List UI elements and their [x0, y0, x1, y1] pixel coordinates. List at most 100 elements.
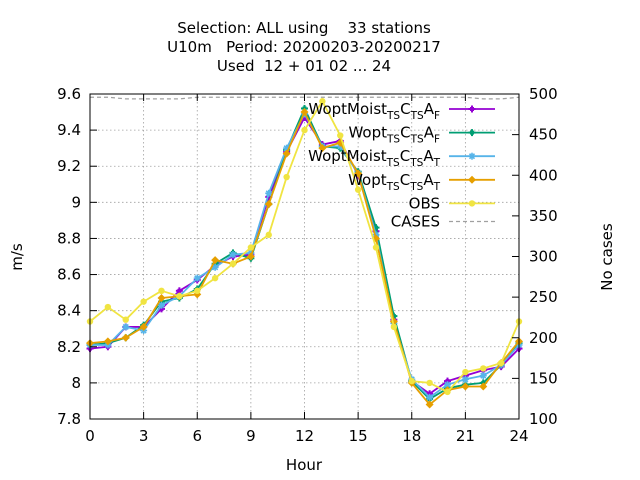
x-tick-label: 9: [246, 427, 256, 445]
legend-label: WoptMoistTSCTSAT: [308, 147, 440, 169]
data-point: [461, 375, 469, 383]
series-3: [86, 110, 523, 401]
data-point: [301, 126, 308, 134]
legend: WoptMoistTSCTSAFWoptTSCTSAFWoptMoistTSCT…: [308, 100, 495, 231]
data-point: [318, 144, 327, 153]
data-point: [390, 323, 398, 331]
legend-marker: [468, 200, 476, 207]
data-point: [283, 173, 290, 181]
y2-axis-label: No cases: [598, 223, 616, 291]
data-point: [229, 251, 237, 259]
grid: [90, 94, 519, 419]
y-tick-label: 9: [71, 193, 81, 211]
data-point: [139, 322, 148, 331]
data-point: [229, 260, 237, 267]
legend-label: CASES: [391, 213, 440, 231]
y2-tick-label: 450: [529, 126, 558, 144]
legend-marker: [468, 105, 476, 113]
series-5: [86, 98, 523, 396]
chart-title-line3: Used 12 + 01 02 ... 24: [217, 57, 391, 75]
data-point: [103, 337, 112, 346]
data-point: [211, 263, 219, 271]
data-point: [104, 303, 112, 311]
cases-layer: [90, 96, 520, 100]
cases-line: [90, 96, 520, 100]
y-tick-label: 7.8: [57, 410, 81, 428]
data-point: [425, 400, 434, 409]
x-tick-label: 12: [295, 427, 314, 445]
data-point: [479, 372, 487, 380]
data-point: [479, 382, 488, 391]
data-point: [462, 368, 469, 376]
y2-tick-label: 250: [529, 288, 558, 306]
legend-marker: [468, 129, 476, 137]
data-point: [354, 169, 363, 178]
y-tick-label: 8.8: [57, 229, 81, 247]
y-tick-label: 8: [71, 374, 81, 392]
x-tick-label: 24: [509, 427, 528, 445]
y-tick-label: 8.2: [57, 338, 81, 356]
data-point: [461, 382, 470, 391]
y2-tick-label: 100: [529, 410, 558, 428]
ticks: 0 3 6 9 12 15 18 21 24 7.8 8 8.2 8.4 8.6 8.8 9 9.2 9.4 9.6…: [57, 85, 558, 445]
series-2: [86, 104, 523, 403]
data-point: [282, 149, 291, 158]
data-point: [480, 365, 487, 372]
x-tick-label: 15: [349, 427, 368, 445]
y2-tick-label: 150: [529, 369, 558, 387]
y2-tick-label: 350: [529, 207, 558, 225]
data-point: [140, 298, 147, 305]
data-point: [408, 377, 415, 385]
legend-label: WoptMoistTSCTSAF: [309, 100, 441, 122]
data-point: [426, 393, 434, 401]
x-tick-label: 21: [456, 427, 475, 445]
x-tick-label: 6: [192, 427, 202, 445]
data-point: [246, 252, 255, 261]
y-tick-label: 8.6: [57, 266, 81, 284]
series-layer: [86, 98, 523, 409]
data-point: [157, 294, 166, 303]
data-point: [122, 316, 129, 323]
data-point: [265, 231, 272, 239]
data-point: [158, 301, 165, 309]
data-point: [264, 200, 273, 209]
y-tick-label: 9.2: [57, 157, 81, 175]
legend-marker: [468, 152, 476, 160]
chart-title-line1: Selection: ALL using 33 stations: [177, 19, 431, 37]
data-point: [211, 274, 219, 282]
data-point: [319, 98, 326, 105]
x-tick-label: 18: [402, 427, 421, 445]
data-point: [158, 287, 165, 295]
y-axis-label: m/s: [8, 243, 26, 271]
data-point: [444, 381, 451, 389]
y2-tick-label: 300: [529, 248, 558, 266]
data-point: [300, 108, 309, 117]
data-point: [176, 293, 183, 300]
y2-tick-label: 200: [529, 329, 558, 347]
data-point: [354, 186, 362, 193]
data-point: [194, 287, 201, 295]
data-point: [247, 244, 255, 251]
y-tick-label: 8.4: [57, 302, 81, 320]
data-point: [121, 333, 130, 342]
chart-title-line2: U10m Period: 20200203-20200217: [167, 38, 441, 56]
data-point: [122, 323, 130, 331]
data-point: [211, 256, 220, 265]
x-tick-label: 0: [85, 427, 95, 445]
data-point: [444, 388, 451, 396]
data-point: [426, 379, 433, 387]
data-point: [337, 132, 344, 139]
legend-marker: [468, 175, 476, 184]
data-point: [193, 274, 201, 282]
data-point: [372, 244, 380, 251]
data-point: [497, 359, 505, 367]
legend-label: OBS: [409, 194, 440, 212]
series-line: [89, 107, 520, 401]
y2-tick-label: 400: [529, 166, 558, 184]
data-point: [265, 189, 273, 197]
legend-label: WoptTSCTSAF: [348, 124, 440, 146]
legend-label: WoptTSCTSAT: [348, 171, 440, 193]
x-axis-label: Hour: [286, 456, 323, 474]
y-tick-label: 9.6: [57, 85, 81, 103]
